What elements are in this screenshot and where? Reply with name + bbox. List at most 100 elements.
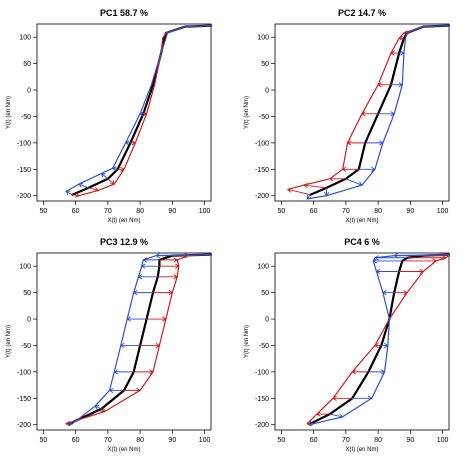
x-tick-label: 70 bbox=[104, 437, 112, 444]
plus-arrowhead bbox=[131, 140, 137, 146]
x-tick-label: 50 bbox=[40, 208, 48, 215]
plot-frame bbox=[274, 23, 450, 202]
x-tick-label: 100 bbox=[437, 437, 449, 444]
mean-curve bbox=[309, 253, 451, 425]
x-axis-label: X(t) (en Nm) bbox=[346, 447, 379, 453]
plus-arrowhead bbox=[328, 176, 334, 182]
y-tick-label: -150 bbox=[255, 167, 269, 174]
minus-arrow bbox=[94, 405, 102, 410]
x-tick-label: 90 bbox=[168, 208, 176, 215]
y-tick-label: 0 bbox=[265, 317, 269, 324]
plus-arrowhead bbox=[136, 387, 141, 393]
plus-arrowhead bbox=[398, 35, 403, 41]
plus-arrowhead bbox=[74, 192, 80, 198]
plus-arrowhead bbox=[142, 111, 148, 117]
y-tick-label: 0 bbox=[27, 317, 31, 324]
minus-curve bbox=[71, 254, 212, 425]
y-tick-label: -150 bbox=[17, 396, 31, 403]
plot-frame bbox=[36, 23, 212, 202]
minus-curve bbox=[65, 25, 212, 193]
plus-arrowhead bbox=[287, 187, 292, 193]
plus-arrow bbox=[303, 184, 327, 189]
y-axis-label: Y(t) (en Nm) bbox=[244, 325, 250, 358]
minus-arrow bbox=[65, 191, 73, 196]
plus-arrowhead bbox=[432, 258, 437, 264]
plus-arrowhead bbox=[390, 50, 395, 56]
plus-arrowhead bbox=[351, 369, 357, 375]
plot-frame bbox=[274, 252, 450, 431]
minus-arrowhead bbox=[137, 274, 143, 280]
chart-panel-4: PC4 6 % 50 60 70 80 90 100 -200 -150 -100 -50 0 50 10… bbox=[244, 237, 451, 453]
plus-arrowhead bbox=[361, 111, 366, 117]
plus-arrow bbox=[107, 178, 115, 185]
x-axis-label: X(t) (en Nm) bbox=[108, 447, 141, 453]
plus-arrowhead bbox=[306, 421, 311, 427]
y-axis-label: Y(t) (en Nm) bbox=[6, 325, 12, 358]
y-tick-label: -50 bbox=[21, 114, 31, 121]
y-tick-label: -50 bbox=[259, 114, 269, 121]
x-tick-label: 80 bbox=[136, 437, 144, 444]
y-tick-label: -100 bbox=[17, 140, 31, 147]
plus-arrowhead bbox=[377, 82, 382, 88]
minus-arrowhead bbox=[140, 263, 146, 269]
y-tick-label: -150 bbox=[255, 396, 269, 403]
minus-arrowhead bbox=[338, 413, 344, 419]
y-tick-label: -200 bbox=[255, 193, 269, 200]
x-tick-label: 100 bbox=[199, 437, 211, 444]
minus-arrowhead bbox=[139, 111, 144, 117]
y-axis-label: Y(t) (en Nm) bbox=[6, 96, 12, 129]
mean-curve bbox=[309, 24, 451, 196]
plus-curve bbox=[65, 254, 212, 425]
plus-arrowhead bbox=[175, 263, 180, 269]
x-tick-label: 60 bbox=[310, 437, 318, 444]
x-tick-label: 70 bbox=[104, 208, 112, 215]
x-tick-label: 100 bbox=[199, 208, 211, 215]
y-tick-label: -200 bbox=[17, 422, 31, 429]
x-tick-label: 70 bbox=[342, 437, 350, 444]
chart-panel-3: PC3 12.9 % 50 60 70 80 90 100 -200 -150 -100 -50 0 5… bbox=[6, 237, 213, 453]
plus-arrowhead bbox=[110, 180, 115, 185]
plus-arrowhead bbox=[403, 290, 408, 296]
y-tick-label: -100 bbox=[255, 369, 269, 376]
chart-title: PC4 6 % bbox=[344, 237, 380, 247]
x-tick-label: 70 bbox=[342, 208, 350, 215]
minus-arrow bbox=[78, 183, 89, 189]
plus-arrowhead bbox=[100, 407, 106, 413]
chart-title: PC3 12.9 % bbox=[100, 237, 148, 247]
plus-arrowhead bbox=[155, 342, 161, 349]
minus-arrow bbox=[345, 178, 363, 186]
minus-arrowhead bbox=[400, 50, 405, 56]
minus-arrowhead bbox=[155, 253, 160, 259]
plus-curve bbox=[287, 25, 450, 190]
minus-arrowhead bbox=[65, 190, 71, 196]
plus-arrowhead bbox=[316, 411, 321, 417]
x-axis-label: X(t) (en Nm) bbox=[346, 218, 379, 224]
y-tick-label: -50 bbox=[21, 343, 31, 350]
plus-arrow bbox=[287, 188, 311, 196]
y-tick-label: 50 bbox=[23, 61, 31, 68]
plus-arrowhead bbox=[149, 369, 154, 375]
x-tick-label: 90 bbox=[168, 437, 176, 444]
plus-arrowhead bbox=[419, 268, 425, 275]
minus-arrowhead bbox=[398, 82, 404, 88]
plus-arrowhead bbox=[162, 316, 167, 322]
y-axis-label: Y(t) (en Nm) bbox=[244, 96, 250, 129]
y-tick-label: 100 bbox=[257, 264, 269, 271]
minus-arrowhead bbox=[124, 140, 130, 146]
plus-arrowhead bbox=[341, 166, 347, 172]
x-tick-label: 60 bbox=[310, 208, 318, 215]
minus-arrowhead bbox=[78, 182, 83, 188]
minus-arrowhead bbox=[100, 172, 106, 178]
x-tick-label: 80 bbox=[374, 437, 382, 444]
y-tick-label: -150 bbox=[17, 167, 31, 174]
x-tick-label: 60 bbox=[72, 437, 80, 444]
x-tick-label: 100 bbox=[437, 208, 449, 215]
minus-arrowhead bbox=[142, 257, 148, 263]
x-tick-label: 60 bbox=[72, 208, 80, 215]
minus-arrowhead bbox=[132, 290, 138, 296]
y-tick-label: 0 bbox=[265, 88, 269, 95]
y-tick-label: -200 bbox=[17, 193, 31, 200]
x-tick-label: 90 bbox=[406, 437, 414, 444]
plus-arrowhead bbox=[94, 187, 100, 193]
